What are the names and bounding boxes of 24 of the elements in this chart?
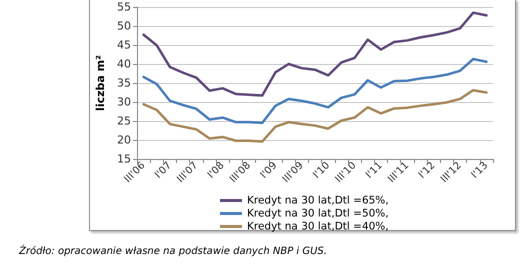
y-tick-label: 45 bbox=[117, 38, 131, 52]
line-series bbox=[142, 88, 488, 143]
legend-label: Kredyt na 30 lat,Dtl =40%, bbox=[247, 220, 389, 232]
y-tick-label: 25 bbox=[117, 114, 131, 128]
x-tick-label: I'08 bbox=[206, 160, 227, 181]
line-series bbox=[142, 11, 488, 97]
x-tick-label: I'11 bbox=[364, 160, 385, 181]
x-tick-label: I'07 bbox=[153, 160, 174, 181]
x-tick-label: I'13 bbox=[470, 160, 490, 181]
y-tick-label: 55 bbox=[117, 0, 131, 14]
text: Źródło: opracowanie własne na podstawie danych NBP i GUS. bbox=[19, 246, 327, 257]
y-tick-label: 20 bbox=[117, 134, 131, 146]
y-tick-label: 30 bbox=[117, 96, 131, 108]
legend-label: Kredyt na 30 lat,Dtl =65%, bbox=[247, 194, 389, 206]
y-tick-label: 35 bbox=[117, 76, 131, 90]
legend-label: Kredyt na 30 lat,Dtl =50%, bbox=[247, 208, 389, 220]
line-series bbox=[142, 58, 488, 124]
y-tick-label: 40 bbox=[117, 58, 131, 70]
x-tick-label: I'09 bbox=[258, 160, 280, 181]
y-axis-title: liczba m² bbox=[94, 54, 108, 111]
x-tick-label: I'12 bbox=[416, 160, 438, 181]
x-tick-label: I'10 bbox=[311, 160, 332, 181]
y-tick-label: 15 bbox=[117, 152, 131, 166]
y-tick-label: 50 bbox=[117, 20, 131, 32]
